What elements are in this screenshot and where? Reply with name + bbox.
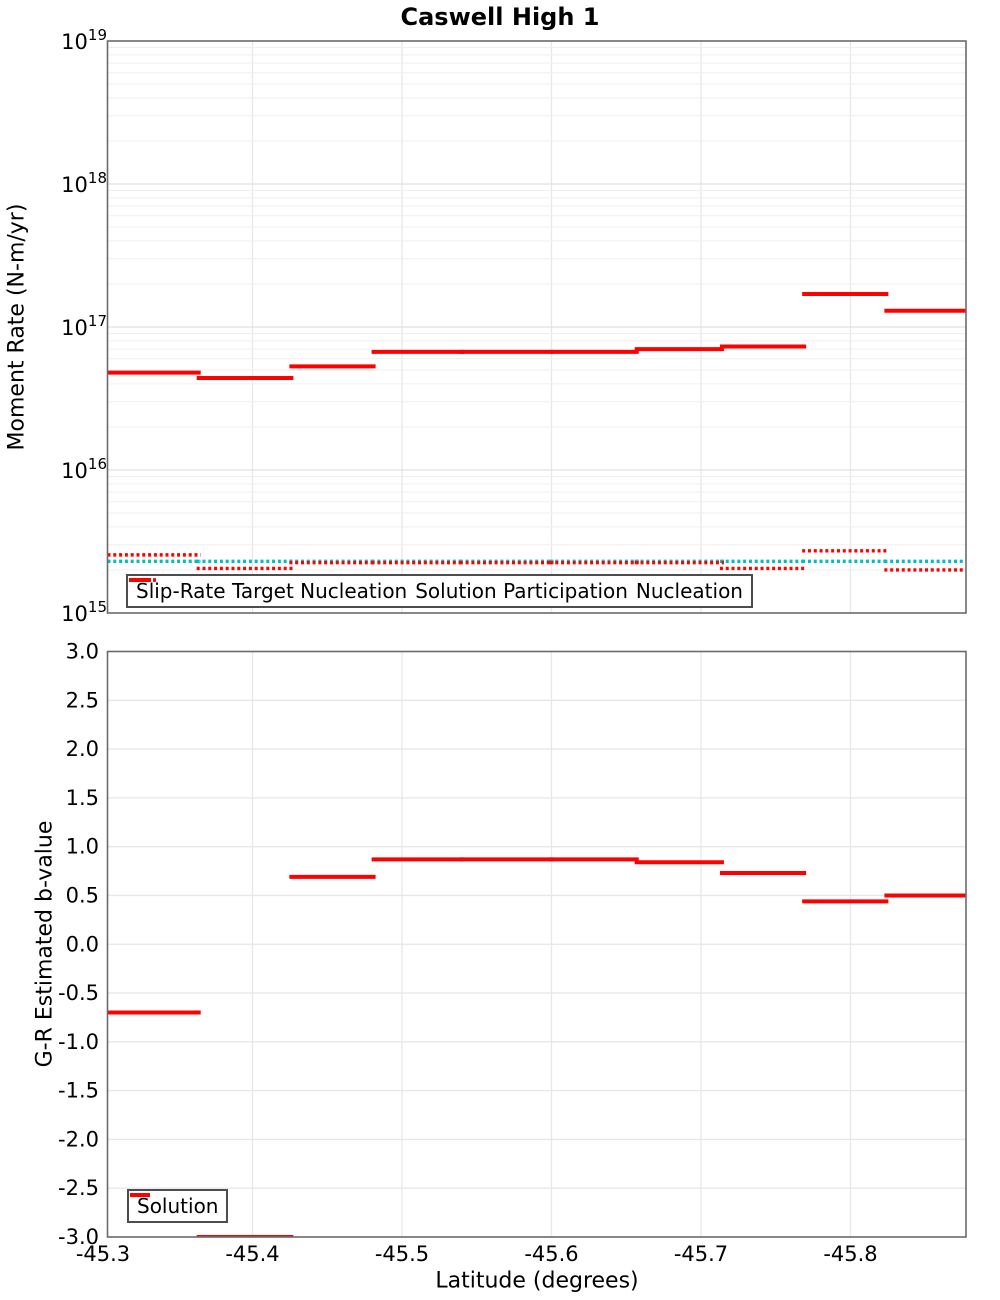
y-tick--2.5: -2.5 xyxy=(58,1176,99,1200)
moment-rate-panel-border xyxy=(106,40,967,614)
x-tick--45.7: -45.7 xyxy=(674,1242,728,1266)
y-tick-10^18: 1018 xyxy=(61,169,107,197)
b-value-panel-series xyxy=(107,857,966,1237)
y-tick-10^16: 1016 xyxy=(61,455,107,483)
moment-rate-panel-series xyxy=(107,292,966,572)
x-tick--45.5: -45.5 xyxy=(375,1242,429,1266)
moment-rate-grid xyxy=(107,41,966,613)
red-dotted-line-icon xyxy=(129,578,157,582)
y-tick--0.5: -0.5 xyxy=(58,981,99,1005)
series-nucleation xyxy=(107,549,966,572)
y-tick-10^17: 1017 xyxy=(61,312,107,340)
legend-item-solution: Solution xyxy=(130,1193,219,1218)
y-tick-10^15: 1015 xyxy=(61,598,107,626)
y-tick-2.5: 2.5 xyxy=(66,688,99,712)
x-axis-label-latitude: Latitude (degrees) xyxy=(435,1268,639,1294)
y-tick--1.0: -1.0 xyxy=(58,1030,99,1054)
series-solution-participation xyxy=(107,292,966,380)
legend-item-solution-participation: Solution Participation xyxy=(129,578,628,603)
chart-title: Caswell High 1 xyxy=(400,3,600,31)
series-solution xyxy=(107,857,966,1237)
red-solid-line-icon xyxy=(130,1193,150,1197)
legend-b-value: Solution xyxy=(127,1189,229,1223)
y-tick-10^19: 1019 xyxy=(61,26,107,54)
legend-moment-rate: Slip-Rate Target Nucleation Solution Par… xyxy=(126,574,753,608)
legend-item-nucleation: Nucleation xyxy=(129,578,743,603)
x-tick--45.4: -45.4 xyxy=(225,1242,279,1266)
y-tick-0.0: 0.0 xyxy=(66,932,99,956)
y-axis-label-b-value: G-R Estimated b-value xyxy=(32,820,58,1068)
legend-label: Nucleation xyxy=(635,579,743,603)
tick-labels: 1019 1018 1017 1016 1015 3.0 2.5 2.0 1.5 1.0 0.5 0.… xyxy=(58,26,878,1266)
legend-item-slip-rate-target: Slip-Rate Target Nucleation xyxy=(129,578,408,603)
b-value-grid xyxy=(107,651,966,1237)
y-tick-3.0: 3.0 xyxy=(66,640,99,664)
y-axis-label-moment-rate: Moment Rate (N-m/yr) xyxy=(4,203,30,451)
y-tick-0.5: 0.5 xyxy=(66,883,99,907)
x-tick--45.3: -45.3 xyxy=(76,1242,130,1266)
y-tick-1.0: 1.0 xyxy=(66,835,99,859)
y-tick-1.5: 1.5 xyxy=(66,786,99,810)
y-tick--2.0: -2.0 xyxy=(58,1127,99,1151)
y-tick-2.0: 2.0 xyxy=(66,737,99,761)
y-tick--1.5: -1.5 xyxy=(58,1079,99,1103)
x-tick--45.8: -45.8 xyxy=(823,1242,877,1266)
x-tick--45.6: -45.6 xyxy=(524,1242,578,1266)
legend-label: Solution Participation xyxy=(415,579,628,603)
b-value-panel-border xyxy=(106,650,967,1238)
legend-label: Slip-Rate Target Nucleation xyxy=(136,579,408,603)
y-tick--3.0: -3.0 xyxy=(58,1225,99,1249)
legend-label: Solution xyxy=(137,1194,219,1218)
